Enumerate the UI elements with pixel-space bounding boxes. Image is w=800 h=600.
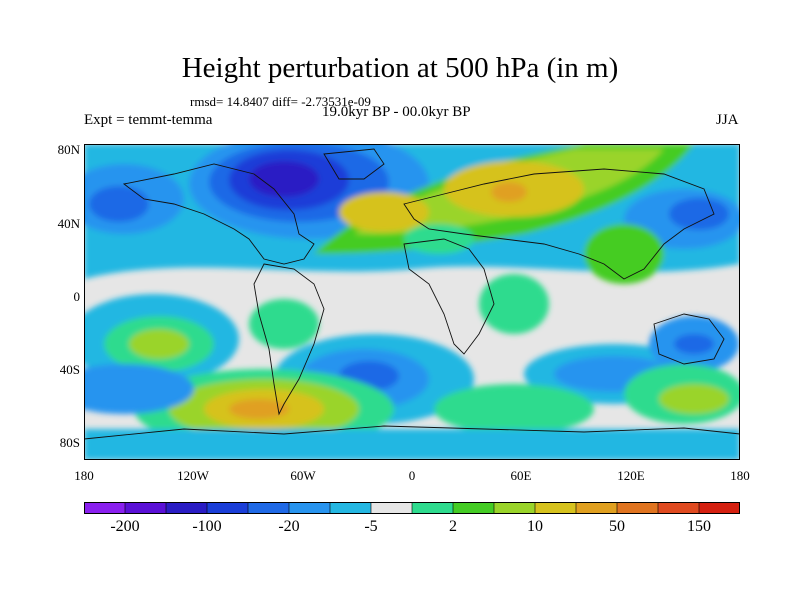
colorbar-cell	[329, 502, 372, 514]
figure-title: Height perturbation at 500 hPa (in m)	[181, 52, 619, 84]
colorbar	[84, 502, 740, 514]
x-tick-label: 0	[408, 468, 416, 483]
x-tick-label: 60E	[510, 468, 532, 483]
colorbar-label: 10	[527, 518, 543, 535]
colorbar-cell	[206, 502, 249, 514]
colorbar-cell	[657, 502, 700, 514]
colorbar-label: 50	[609, 518, 625, 535]
x-tick-label: 180	[730, 468, 750, 483]
colorbar-cell	[575, 502, 618, 514]
x-tick-label: 120W	[177, 468, 209, 483]
colorbar-cell	[616, 502, 659, 514]
colorbar-cell	[493, 502, 536, 514]
colorbar-cell	[288, 502, 331, 514]
x-tick-label: 60W	[290, 468, 316, 483]
y-tick-label: 40N	[57, 216, 80, 231]
colorbar-cell	[452, 502, 495, 514]
experiment-label: Expt = temmt-temma	[84, 112, 213, 128]
colorbar-cell	[247, 502, 290, 514]
colorbar-cell	[124, 502, 167, 514]
x-tick-label: 120E	[617, 468, 645, 483]
season-label: JJA	[716, 112, 739, 128]
colorbar-label: 2	[449, 518, 457, 535]
colorbar-cell	[698, 502, 740, 514]
colorbar-label: -20	[278, 518, 300, 535]
colorbar-label: -5	[364, 518, 378, 535]
colorbar-cell	[411, 502, 454, 514]
map-panel	[84, 144, 740, 460]
colorbar-label: 150	[687, 518, 711, 535]
x-tick-label: 180	[74, 468, 94, 483]
y-tick-label: 0	[73, 289, 81, 304]
stats-label: rmsd= 14.8407 diff= -2.73531e-09	[190, 94, 371, 109]
colorbar-cell	[370, 502, 413, 514]
height-field	[84, 144, 740, 460]
y-tick-label: 80N	[57, 142, 80, 157]
y-tick-label: 80S	[59, 435, 80, 450]
colorbar-cell	[84, 502, 126, 514]
colorbar-label: -100	[192, 518, 222, 535]
colorbar-label: -200	[110, 518, 140, 535]
colorbar-cell	[165, 502, 208, 514]
map-frame	[84, 144, 740, 460]
period-label: 19.0kyr BP - 00.0kyr BP	[322, 104, 471, 120]
y-tick-label: 40S	[59, 362, 80, 377]
coastlines	[84, 148, 740, 440]
colorbar-cell	[534, 502, 577, 514]
